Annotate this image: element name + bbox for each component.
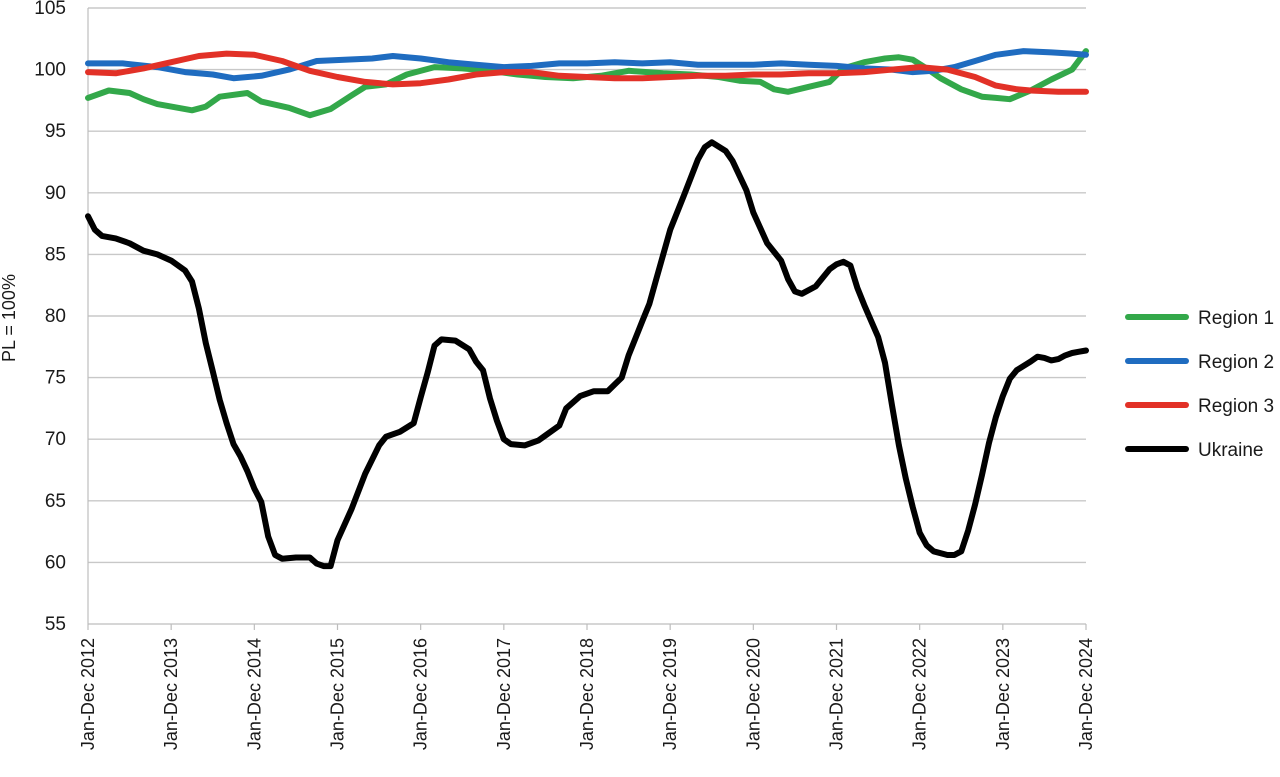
y-tick-label: 95	[45, 121, 66, 142]
series-line-region-1	[85, 48, 1089, 119]
x-tick-label: Jan-Dec 2024	[1076, 638, 1096, 750]
y-axis-ticks: 55 60 65 70 75 80 85 90 95 100 105	[34, 0, 66, 635]
series-line-ukraine	[85, 139, 1089, 570]
x-tick-label: Jan-Dec 2023	[993, 638, 1013, 750]
legend-label-region-3: Region 3	[1198, 396, 1274, 417]
x-tick-label: Jan-Dec 2020	[743, 638, 763, 750]
x-tick-label: Jan-Dec 2018	[577, 638, 597, 750]
y-tick-label: 60	[45, 552, 66, 573]
legend: Region 1 Region 2 Region 3 Ukraine	[1125, 308, 1274, 461]
legend-label-region-2: Region 2	[1198, 352, 1274, 373]
x-tick-label: Jan-Dec 2021	[827, 638, 847, 750]
series-line-region-3	[85, 50, 1089, 95]
legend-label-region-1: Region 1	[1198, 308, 1274, 329]
series-lines	[85, 48, 1089, 570]
x-tick-label: Jan-Dec 2015	[328, 638, 348, 750]
x-tick-label: Jan-Dec 2017	[494, 638, 514, 750]
grid-lines	[87, 7, 1086, 625]
y-tick-label: 65	[45, 491, 66, 512]
y-tick-label: 105	[34, 0, 66, 19]
x-tick-label: Jan-Dec 2022	[910, 638, 930, 750]
x-tick-label: Jan-Dec 2019	[660, 638, 680, 750]
y-tick-label: 70	[45, 429, 66, 450]
x-tick-label: Jan-Dec 2014	[244, 638, 264, 750]
y-tick-label: 90	[45, 183, 66, 204]
legend-label-ukraine: Ukraine	[1198, 440, 1263, 461]
y-tick-label: 55	[45, 614, 66, 635]
y-tick-label: 75	[45, 368, 66, 389]
y-tick-label: 85	[45, 244, 66, 265]
y-tick-label: 100	[34, 60, 66, 81]
x-tick-label: Jan-Dec 2013	[161, 638, 181, 750]
x-tick-label: Jan-Dec 2012	[78, 638, 98, 750]
x-tick-label: Jan-Dec 2016	[411, 638, 431, 750]
y-axis-label: PL = 100%	[0, 274, 19, 362]
y-tick-label: 80	[45, 306, 66, 327]
x-axis-ticks: Jan-Dec 2012 Jan-Dec 2013 Jan-Dec 2014 Jan-…	[78, 624, 1096, 750]
